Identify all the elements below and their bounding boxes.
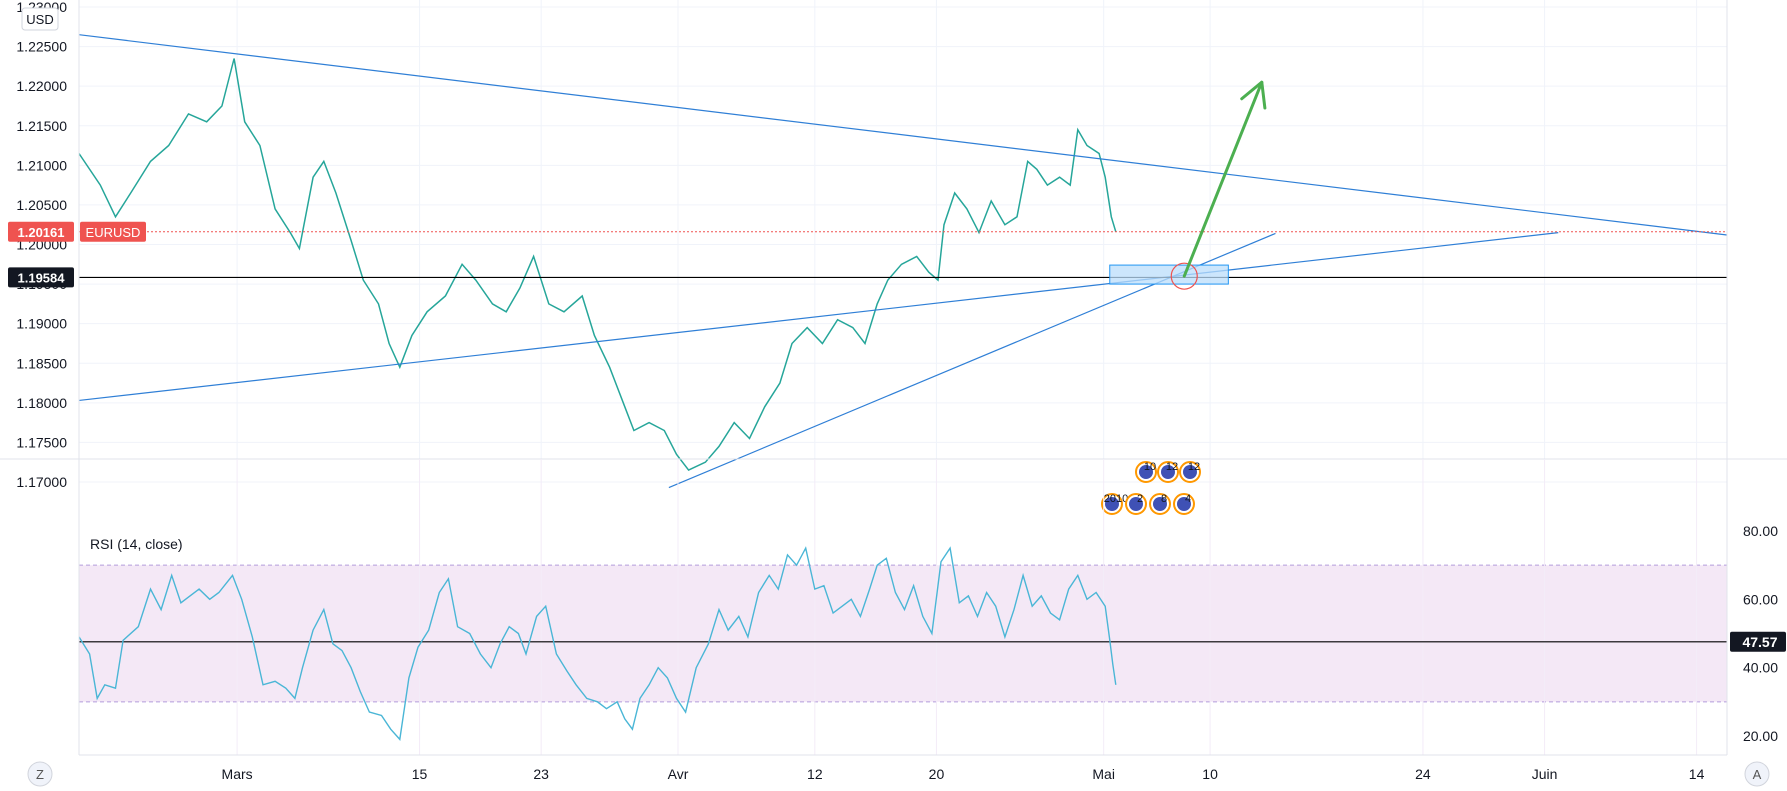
rsi-value-tag[interactable]: 47.57 <box>1730 631 1786 652</box>
timezone-button-label: Z <box>36 767 44 782</box>
horizontal-level-tag[interactable]: 1.19584 <box>8 267 74 288</box>
price-tick-label: 1.17000 <box>16 474 67 490</box>
event-badges[interactable]: 10 12 12 2010 2 8 4 <box>1101 461 1201 515</box>
rsi-tick-label: 20.00 <box>1743 728 1778 744</box>
time-tick-label: Juin <box>1532 766 1558 782</box>
price-tick-label: 1.22000 <box>16 78 67 94</box>
rsi-pane[interactable]: RSI (14, close) <box>78 459 1727 755</box>
currency-label-text: USD <box>26 12 53 27</box>
price-tick-label: 1.21500 <box>16 118 67 134</box>
eu-flag-icon <box>1161 465 1175 479</box>
auto-scale-button[interactable]: A <box>1744 761 1770 787</box>
price-tick-label: 1.21000 <box>16 157 67 173</box>
event-badge-count: 2010 <box>1104 493 1128 505</box>
price-axis[interactable]: 1.17000 1.17500 1.18000 1.18500 1.19000 1.195… <box>16 0 67 490</box>
price-range-box[interactable] <box>1109 264 1229 285</box>
last-price-value: 1.20161 <box>18 225 65 240</box>
time-tick-label: 14 <box>1689 766 1705 782</box>
price-grid <box>79 6 1727 483</box>
event-badge-count: 10 <box>1144 461 1156 473</box>
eu-flag-icon <box>1153 497 1167 511</box>
eu-flag-icon <box>1105 497 1119 511</box>
time-axis[interactable]: Mars 15 23 Avr 12 20 Mai 10 24 Juin 14 <box>222 766 1705 782</box>
event-badge-count: 12 <box>1166 461 1178 473</box>
time-tick-label: 24 <box>1415 766 1431 782</box>
rsi-current-value: 47.57 <box>1742 634 1777 650</box>
projection-arrow[interactable] <box>1182 80 1267 278</box>
time-tick-label: 10 <box>1202 766 1218 782</box>
symbol-label: EURUSD <box>86 225 141 240</box>
rsi-tick-label: 40.00 <box>1743 660 1778 676</box>
event-badge-count: 12 <box>1188 461 1200 473</box>
price-tick-label: 1.20500 <box>16 197 67 213</box>
time-tick-label: Avr <box>668 766 689 782</box>
event-badge-count: 2 <box>1137 493 1143 505</box>
price-tick-label: 1.17500 <box>16 434 67 450</box>
rsi-axis[interactable]: 20.00 40.00 60.00 80.00 <box>1743 523 1778 744</box>
rsi-tick-label: 60.00 <box>1743 591 1778 607</box>
time-tick-label: 12 <box>807 766 823 782</box>
time-tick-label: Mars <box>222 766 253 782</box>
event-badge-count: 8 <box>1161 493 1167 505</box>
price-tick-label: 1.18000 <box>16 395 67 411</box>
eu-flag-icon <box>1139 465 1153 479</box>
event-badge-count: 4 <box>1185 493 1191 505</box>
time-tick-label: 20 <box>929 766 945 782</box>
rsi-tick-label: 80.00 <box>1743 523 1778 539</box>
timezone-button[interactable]: Z <box>27 761 53 787</box>
trendlines[interactable] <box>78 34 1728 489</box>
time-tick-label: Mai <box>1092 766 1115 782</box>
rsi-title[interactable]: RSI (14, close) <box>90 536 183 552</box>
trendline-descending-resistance <box>78 34 1728 236</box>
target-circle[interactable] <box>1170 262 1198 290</box>
price-tick-label: 1.18500 <box>16 355 67 371</box>
rsi-series <box>78 546 1117 741</box>
price-tick-label: 1.22500 <box>16 39 67 55</box>
currency-label[interactable]: USD <box>21 7 59 31</box>
time-tick-label: 15 <box>412 766 428 782</box>
eurusd-price-series <box>78 58 1117 472</box>
time-tick-label: 23 <box>533 766 549 782</box>
price-pane[interactable]: 10 12 12 2010 2 8 4 <box>78 0 1728 515</box>
trendline-ascending-support-wide <box>78 232 1559 402</box>
price-vertical-grid <box>236 0 1698 459</box>
eu-flag-icon <box>1183 465 1197 479</box>
projection-arrow-head <box>1240 80 1267 110</box>
projection-arrow-shaft <box>1182 80 1264 278</box>
auto-scale-button-label: A <box>1753 767 1762 782</box>
last-price-tag[interactable]: 1.20161 EURUSD <box>8 221 146 242</box>
rsi-vertical-grid <box>236 459 1698 755</box>
price-tick-label: 1.19000 <box>16 316 67 332</box>
horizontal-level-value: 1.19584 <box>18 270 66 285</box>
eu-flag-icon <box>1129 497 1143 511</box>
eu-flag-icon <box>1177 497 1191 511</box>
rsi-band <box>79 565 1727 702</box>
